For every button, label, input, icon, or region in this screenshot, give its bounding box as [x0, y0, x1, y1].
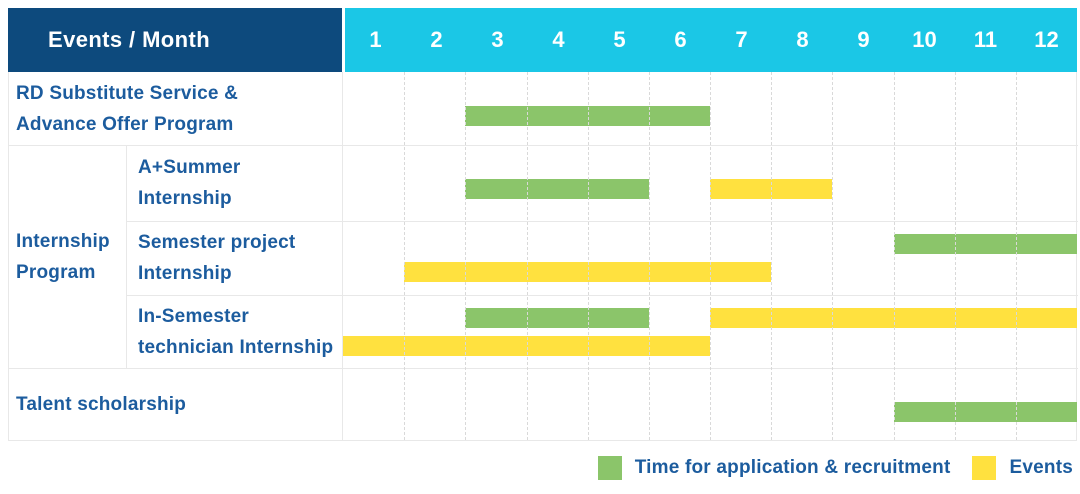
row-label-line: A+Summer [138, 157, 241, 178]
month-header-cell-3: 3 [491, 27, 504, 52]
month-grid-line-6 [710, 72, 711, 440]
label-area-in-semester: In-Semester technician Internship [9, 295, 343, 368]
legend-label-event: Events [1009, 457, 1073, 478]
row-label-line: In-Semester [138, 305, 249, 327]
gantt-table: Events / Month 1 2 3 4 5 6 7 8 9 10 11 12 RD Substi… [8, 8, 1078, 441]
row-label-in-semester: In-Semester technician Internship [126, 295, 343, 368]
legend-item-event: Events [972, 456, 1073, 480]
month-grid-line-11 [1015, 72, 1017, 440]
row-label-semester-project: Semester project Internship [126, 221, 343, 295]
row-label-line: technician Internship [138, 336, 334, 358]
row-label-talent-scholarship: Talent scholarship [9, 368, 343, 441]
legend-item-application: Time for application & recruitment [597, 456, 951, 480]
month-grid-line-10 [954, 72, 956, 440]
chart-cell-talent-scholarship [343, 368, 1077, 441]
row-a-summer: A+Summer Internship [9, 145, 1076, 221]
legend-swatch-event [972, 456, 997, 480]
month-grid-line-9 [893, 72, 895, 440]
legend-label-application: Time for application & recruitment [634, 457, 951, 478]
label-area-rd-substitute: RD Substitute Service & Advance Offer Pro… [9, 72, 343, 145]
events-month-header-cell: Events / Month [8, 8, 342, 72]
month-grid-line-3 [526, 72, 528, 440]
month-header-cell-2: 2 [430, 27, 443, 52]
row-divider-line [9, 145, 1078, 146]
month-header-cell-8: 8 [796, 27, 809, 52]
month-header-cell-1: 1 [369, 27, 382, 52]
month-header-cell-6: 6 [674, 27, 687, 52]
row-rd-substitute: RD Substitute Service & Advance Offer Pro… [9, 72, 1076, 145]
row-talent-scholarship: Talent scholarship [9, 368, 1077, 441]
month-header-cell-11: 11 [973, 27, 998, 52]
label-area-talent-scholarship: Talent scholarship [9, 368, 343, 441]
month-header-cell-10: 10 [912, 27, 937, 52]
month-header-strip: 1 2 3 4 5 6 7 8 9 10 11 12 [345, 8, 1077, 72]
group-label-line: Program [16, 261, 96, 283]
application-bar-talent-scholarship [893, 402, 1077, 422]
month-grid-line-7 [771, 72, 773, 440]
row-divider-line [126, 221, 1078, 222]
row-label-a-summer: A+Summer Internship [126, 145, 343, 221]
application-bar-in-semester [465, 308, 649, 328]
row-in-semester: In-Semester technician Internship [9, 295, 1077, 368]
row-semester-project: Semester project Internship [9, 221, 1077, 295]
label-chart-divider-line [342, 72, 343, 440]
month-header-cell-7: 7 [735, 27, 748, 52]
group-label-internship-program: Internship Program [9, 145, 126, 368]
month-grid-line-4 [587, 72, 589, 440]
row-label-line: Talent scholarship [16, 394, 187, 415]
month-grid-line-2 [465, 72, 467, 440]
event-bar-a-summer [710, 179, 833, 199]
group-divider-line [126, 145, 127, 368]
application-bar-a-summer [465, 179, 649, 199]
row-divider-line [9, 368, 1078, 369]
row-label-line: Internship [138, 263, 232, 284]
row-label-rd-substitute: RD Substitute Service & Advance Offer Pro… [9, 72, 343, 145]
header-gap [342, 8, 345, 72]
table-header-row: Events / Month 1 2 3 4 5 6 7 8 9 10 11 12 [8, 8, 1077, 72]
gantt-body: RD Substitute Service & Advance Offer Pro… [8, 72, 1078, 441]
row-label-line: Advance Offer Program [16, 113, 234, 135]
month-grid-line-8 [832, 72, 834, 440]
label-area-semester-project: Semester project Internship [9, 221, 343, 295]
legend-swatch-application [597, 456, 622, 480]
month-grid-line-1 [404, 72, 406, 440]
row-label-line: Semester project [138, 232, 296, 253]
row-label-line: RD Substitute Service & [16, 82, 239, 104]
chart-cell-a-summer [343, 145, 1076, 221]
label-area-a-summer: A+Summer Internship [9, 145, 343, 221]
row-divider-line [126, 295, 1078, 296]
month-grid-line-5 [648, 72, 650, 440]
month-header-cell-9: 9 [857, 27, 870, 52]
row-label-line: Internship [138, 188, 232, 209]
legend: Time for application & recruitment Events [597, 456, 1073, 480]
month-header-cell-12: 12 [1034, 27, 1059, 52]
group-label-line: Internship [16, 230, 110, 252]
month-header-cell-5: 5 [613, 27, 626, 52]
month-header-cell-4: 4 [552, 27, 565, 52]
application-bar-semester-project [893, 234, 1077, 254]
